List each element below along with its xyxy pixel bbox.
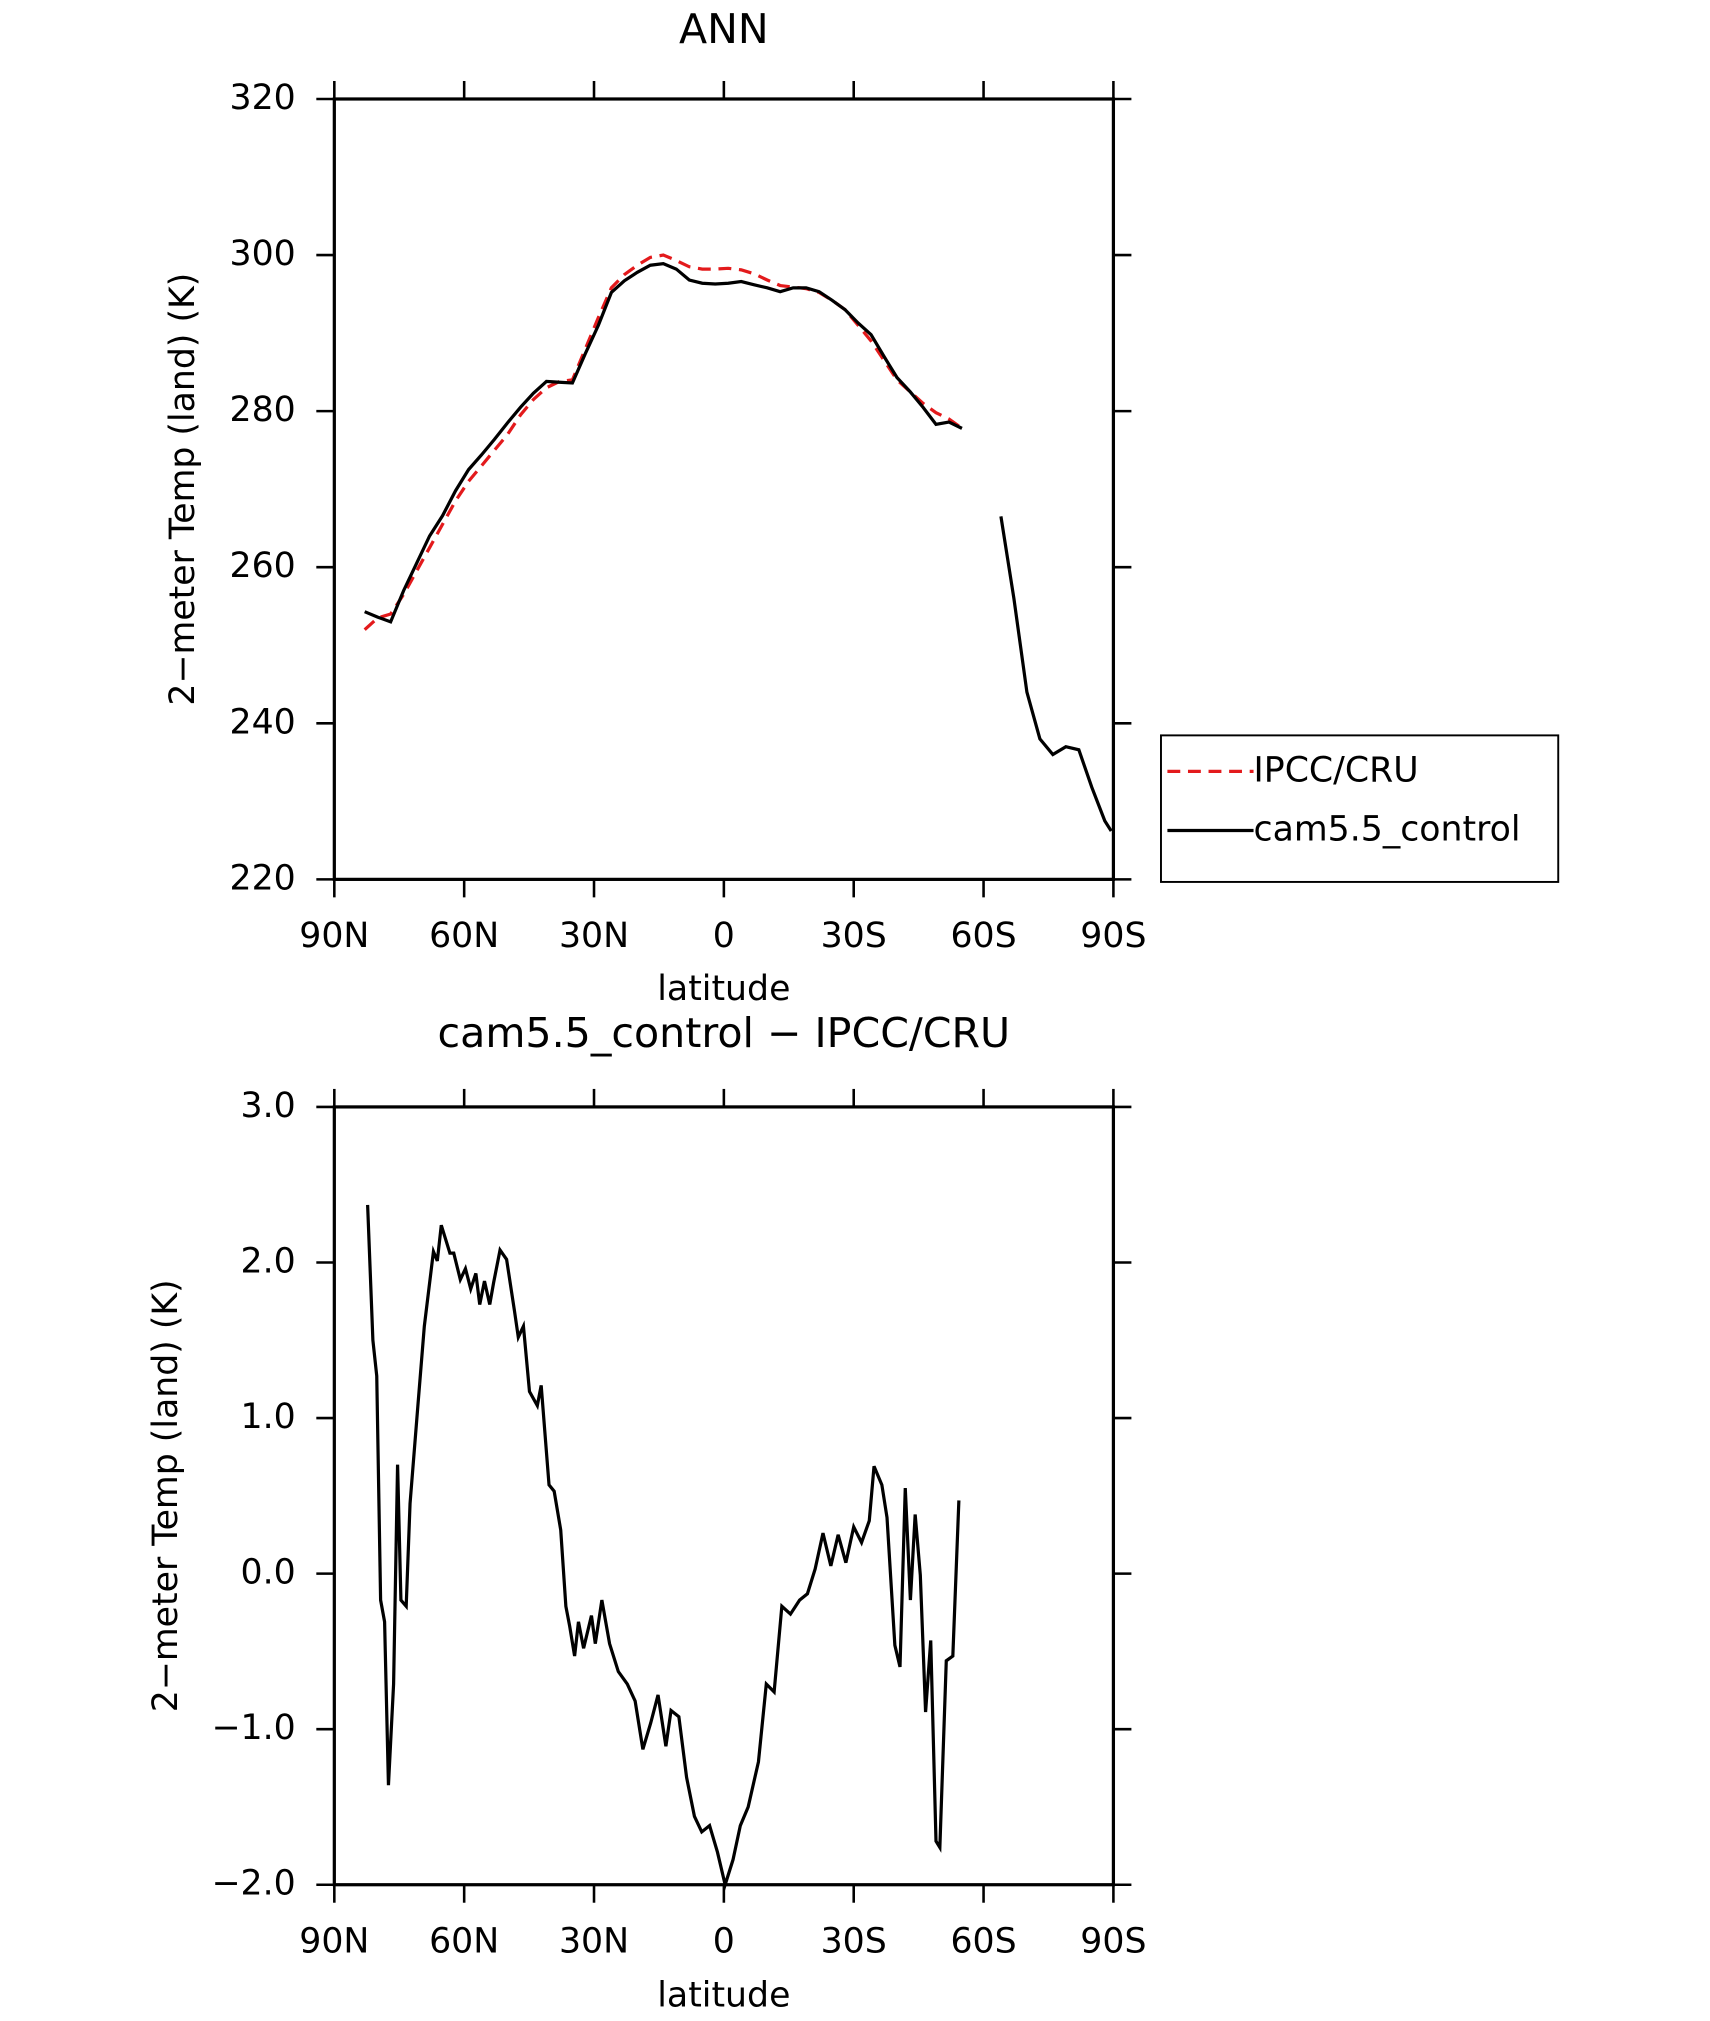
x-tick-label: 60S [950,1922,1016,1962]
y-tick-label: 0.0 [241,1553,296,1593]
chart-title: cam5.5_control − IPCC/CRU [438,1009,1011,1057]
plot-frame [332,1105,1116,1887]
data-line [364,262,1113,832]
legend-label: cam5.5_control [1254,810,1521,850]
x-axis-label: latitude [657,969,790,1009]
plot-frame [332,97,1116,881]
y-tick-label: 260 [230,546,296,586]
x-tick-label: 60S [950,916,1016,956]
x-tick-label: 30N [559,1922,629,1962]
x-tick-label: 90N [299,916,369,956]
y-tick-label: 280 [230,390,296,430]
y-tick-label: 1.0 [241,1397,296,1437]
x-tick-label: 30S [821,1922,887,1962]
y-tick-label: −2.0 [211,1864,295,1904]
x-axis-label: latitude [657,1976,790,2016]
x-tick-label: 90S [1080,1922,1146,1962]
y-tick-label: 320 [230,78,296,118]
y-tick-label: −1.0 [211,1708,295,1748]
x-tick-label: 0 [713,916,735,956]
x-tick-label: 30N [559,916,629,956]
y-axis-label: 2−meter Temp (land) (K) [163,273,203,706]
y-tick-label: 300 [230,234,296,274]
y-tick-label: 240 [230,702,296,742]
x-tick-label: 30S [821,916,887,956]
y-axis-label: 2−meter Temp (land) (K) [146,1279,186,1712]
x-tick-label: 0 [713,1922,735,1962]
legend-label: IPCC/CRU [1254,750,1419,790]
y-tick-label: 220 [230,858,296,898]
y-tick-label: 3.0 [241,1086,296,1126]
data-line [363,253,963,631]
chart-title: ANN [679,5,769,53]
data-line [366,1204,961,1891]
x-tick-label: 60N [429,1922,499,1962]
legend-box [1160,734,1560,883]
x-tick-label: 90S [1080,916,1146,956]
x-tick-label: 90N [299,1922,369,1962]
y-tick-label: 2.0 [241,1241,296,1281]
x-tick-label: 60N [429,916,499,956]
